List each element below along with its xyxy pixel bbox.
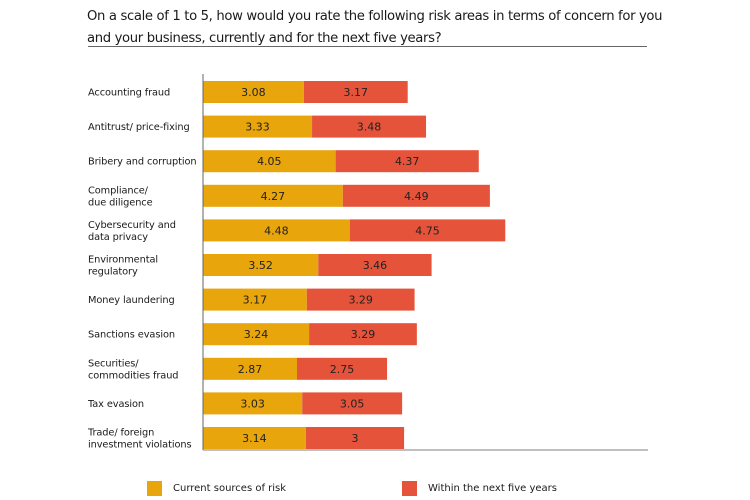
bar-current bbox=[203, 392, 303, 415]
value-label-future: 3 bbox=[351, 432, 358, 445]
bar-current bbox=[203, 323, 310, 346]
bar-future bbox=[335, 150, 479, 173]
category-label: Money laundering bbox=[88, 295, 175, 306]
value-label-future: 2.75 bbox=[330, 363, 355, 376]
bar-current bbox=[203, 115, 313, 138]
value-label-future: 3.46 bbox=[363, 259, 388, 272]
value-label-current: 4.27 bbox=[261, 190, 286, 203]
bar-future bbox=[349, 219, 506, 242]
bar-future bbox=[309, 323, 417, 346]
bar-current bbox=[203, 184, 343, 207]
bar-future bbox=[306, 288, 415, 311]
title-divider bbox=[88, 46, 647, 47]
value-label-current: 2.87 bbox=[238, 363, 263, 376]
value-labels: 3.08 3.17 3.33 3.48 4.05 4.37 4.27 4.49 4.48 4.75… bbox=[238, 86, 440, 445]
category-label: Trade/ foreign investment violations bbox=[87, 428, 191, 451]
bar-current bbox=[203, 81, 304, 103]
value-label-future: 3.29 bbox=[351, 328, 376, 341]
category-label: Accounting fraud bbox=[88, 88, 170, 99]
value-label-current: 3.08 bbox=[241, 86, 266, 99]
bar-current bbox=[203, 219, 350, 242]
category-label: Securities/commodities fraud bbox=[88, 358, 178, 381]
category-label: Cybersecurity and data privacy bbox=[88, 220, 176, 243]
value-label-current: 4.48 bbox=[264, 224, 289, 237]
value-label-future: 4.75 bbox=[415, 224, 440, 237]
bar-future bbox=[303, 81, 408, 103]
value-label-future: 3.29 bbox=[348, 294, 373, 307]
value-label-future: 3.05 bbox=[340, 397, 365, 410]
bar-current bbox=[203, 288, 307, 311]
bar-current bbox=[203, 357, 297, 380]
value-label-current: 3.33 bbox=[245, 121, 270, 134]
category-labels: Accounting fraud Antitrust/ price-fixing B… bbox=[87, 88, 197, 451]
category-label: Sanctions evasion bbox=[88, 330, 175, 341]
legend-label-current: Current sources of risk bbox=[173, 483, 287, 494]
legend-label-future: Within the next five years bbox=[428, 483, 557, 494]
value-label-future: 4.49 bbox=[404, 190, 429, 203]
value-label-current: 3.52 bbox=[248, 259, 273, 272]
chart-title: On a scale of 1 to 5, how would you rate… bbox=[87, 9, 663, 46]
bar-future bbox=[302, 392, 403, 415]
bars bbox=[203, 81, 506, 449]
bar-current bbox=[203, 427, 306, 449]
value-label-future: 3.17 bbox=[344, 86, 369, 99]
bar-current bbox=[203, 150, 336, 173]
category-label: Tax evasion bbox=[87, 399, 144, 410]
category-label: Antitrust/ price-fixing bbox=[88, 122, 190, 133]
value-label-current: 3.24 bbox=[244, 328, 269, 341]
value-label-current: 3.17 bbox=[243, 294, 268, 307]
value-label-current: 3.03 bbox=[240, 397, 265, 410]
legend-swatch-future bbox=[402, 481, 417, 496]
bar-current bbox=[203, 254, 319, 276]
bar-future bbox=[305, 427, 405, 449]
value-label-future: 4.37 bbox=[395, 155, 420, 168]
category-label: Bribery and corruption bbox=[88, 157, 196, 168]
bar-future bbox=[342, 184, 490, 207]
bar-future bbox=[318, 254, 432, 276]
category-label: Compliance/due diligence bbox=[88, 185, 153, 208]
stacked-bar-chart: Accounting fraud Antitrust/ price-fixing B… bbox=[87, 74, 648, 451]
bar-future bbox=[312, 115, 427, 138]
value-label-current: 3.14 bbox=[242, 432, 267, 445]
bar-future bbox=[296, 357, 388, 380]
value-label-future: 3.48 bbox=[357, 121, 382, 134]
category-label: Environmental regulatory bbox=[88, 255, 158, 278]
value-label-current: 4.05 bbox=[257, 155, 282, 168]
legend-swatch-current bbox=[147, 481, 162, 496]
